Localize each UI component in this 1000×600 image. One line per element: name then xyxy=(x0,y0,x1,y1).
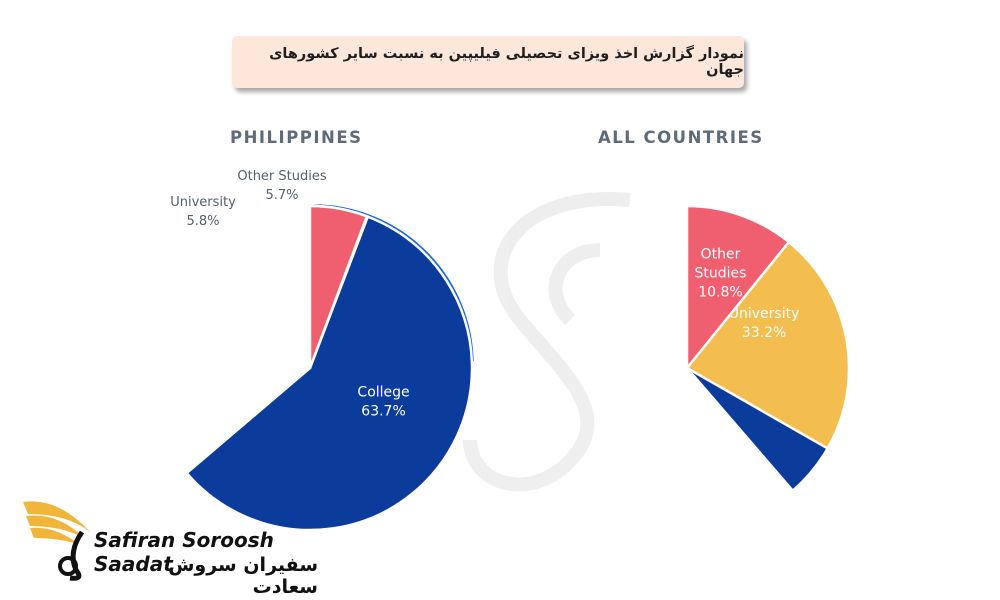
slice-label-other-studies: 10.8% xyxy=(698,284,742,300)
wing-logo-icon xyxy=(23,501,90,581)
slice-label-other-studies: Studies xyxy=(695,265,747,281)
slice-label-university: 33.2% xyxy=(742,325,786,341)
all-countries-pie-title: ALL COUNTRIES xyxy=(598,128,764,147)
all-countries-pie: Primary &Secondary17.2%College38.6%Unive… xyxy=(685,204,851,493)
brand-name-fa: سفیران سروش سعادت xyxy=(168,554,318,598)
philippines-pie: Primary &Secondary24.7%College63.7%Unive… xyxy=(170,169,477,532)
slice-label-university: University xyxy=(170,195,236,210)
brand-name-en: Safiran Soroosh Saadat xyxy=(94,528,274,576)
slice-label-college: College xyxy=(357,384,409,400)
slice-label-other-studies: Other xyxy=(701,246,741,262)
title-banner: نمودار گزارش اخذ ویزای تحصیلی فیلیپین به… xyxy=(232,36,744,88)
slice-label-college: 63.7% xyxy=(361,403,405,419)
brand-logo: Safiran Soroosh Saadat سفیران سروش سعادت xyxy=(18,492,318,598)
watermark-swirl xyxy=(463,192,631,492)
pie-slice-other-studies xyxy=(685,204,791,372)
slice-label-university: 5.8% xyxy=(186,214,219,229)
chart-title: نمودار گزارش اخذ ویزای تحصیلی فیلیپین به… xyxy=(269,46,744,78)
pie-slice-other-studies xyxy=(308,204,369,369)
slice-label-other-studies: 5.7% xyxy=(265,188,298,203)
slice-label-other-studies: Other Studies xyxy=(237,169,326,184)
philippines-pie-title: PHILIPPINES xyxy=(230,128,363,147)
slice-label-university: University xyxy=(729,306,800,322)
pie-slice-college xyxy=(184,204,474,532)
